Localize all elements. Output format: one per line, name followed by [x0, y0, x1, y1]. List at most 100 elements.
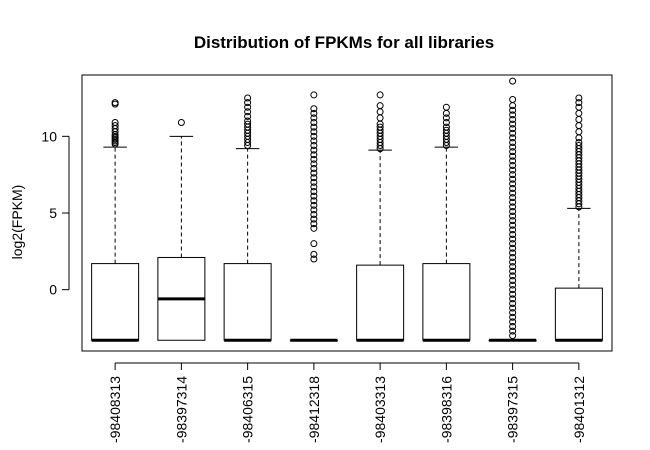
outlier-point — [509, 96, 517, 104]
box-body — [356, 264, 405, 341]
outlier-point — [575, 122, 583, 130]
outlier-point — [575, 115, 583, 123]
outlier-point — [509, 148, 517, 156]
outlier-point — [509, 152, 517, 160]
x-tick-label: -98406315 — [240, 376, 256, 443]
outlier-point — [575, 134, 583, 142]
outlier-point — [177, 119, 185, 127]
outlier-point — [509, 207, 517, 215]
outlier-point — [509, 240, 517, 248]
plot-frame — [81, 74, 613, 352]
x-tick-label: -98397314 — [173, 376, 189, 443]
outlier-point — [244, 94, 252, 102]
outlier-point — [310, 183, 318, 191]
outlier-point — [111, 99, 119, 107]
outlier-point — [509, 106, 517, 114]
outlier-point — [509, 304, 517, 312]
y-axis: 0 5 10 — [41, 128, 70, 298]
box-1 — [91, 99, 140, 342]
outlier-point — [509, 253, 517, 261]
outlier-point — [509, 180, 517, 188]
outlier-point — [509, 322, 517, 330]
outlier-point — [509, 129, 517, 137]
outlier-point — [509, 290, 517, 298]
x-tick-label: -98412318 — [306, 376, 322, 443]
outlier-point — [509, 115, 517, 123]
box-4 — [289, 91, 338, 342]
outlier-point — [310, 128, 318, 136]
outlier-point — [310, 119, 318, 127]
outlier-point — [509, 263, 517, 271]
outlier-point — [509, 332, 517, 340]
box-body — [91, 263, 140, 341]
outlier-point — [111, 122, 119, 130]
box-body — [554, 287, 603, 341]
outlier-point — [442, 114, 450, 122]
outlier-point — [575, 103, 583, 111]
outlier-point — [442, 103, 450, 111]
outlier-point — [509, 171, 517, 179]
box-5 — [356, 91, 405, 342]
outlier-point — [310, 132, 318, 140]
outlier-point — [310, 178, 318, 186]
outlier-point — [376, 102, 384, 110]
x-tick-label: -98408313 — [107, 376, 123, 443]
box-8 — [554, 94, 603, 342]
y-tick-label: 0 — [49, 282, 57, 298]
outlier-point — [509, 295, 517, 303]
outlier-point — [310, 137, 318, 145]
outlier-point — [310, 224, 318, 232]
y-tick-label: 10 — [41, 128, 57, 144]
outlier-point — [442, 126, 450, 134]
outlier-point — [509, 134, 517, 142]
x-tick-label: -98398316 — [438, 376, 454, 443]
outlier-point — [244, 108, 252, 116]
outlier-point — [509, 161, 517, 169]
outlier-point — [310, 91, 318, 99]
outlier-point — [509, 198, 517, 206]
outlier-point — [244, 117, 252, 125]
outlier-point — [310, 220, 318, 228]
outlier-point — [509, 226, 517, 234]
box-body — [422, 263, 471, 341]
outlier-point — [509, 203, 517, 211]
outlier-point — [509, 143, 517, 151]
outlier-point — [310, 165, 318, 173]
outlier-point — [575, 109, 583, 117]
outlier-point — [509, 184, 517, 192]
outlier-point — [509, 327, 517, 335]
outlier-point — [310, 211, 318, 219]
outlier-point — [310, 206, 318, 214]
outlier-point — [244, 112, 252, 120]
box-body — [223, 263, 272, 341]
outlier-point — [509, 318, 517, 326]
outlier-point — [310, 155, 318, 163]
outlier-point — [509, 313, 517, 321]
outlier-point — [310, 188, 318, 196]
outlier-point — [310, 192, 318, 200]
outlier-point — [442, 119, 450, 127]
outlier-point — [509, 309, 517, 317]
outlier-point — [509, 212, 517, 220]
outlier-point — [442, 123, 450, 131]
y-axis-label: log2(FPKM) — [9, 185, 25, 260]
outlier-point — [509, 281, 517, 289]
x-tick-label: -98401312 — [571, 376, 587, 443]
outlier-point — [310, 201, 318, 209]
outlier-point — [310, 105, 318, 113]
outlier-point — [509, 221, 517, 229]
outlier-point — [575, 99, 583, 107]
outlier-point — [310, 197, 318, 205]
outlier-point — [310, 250, 318, 258]
chart-title: Distribution of FPKMs for all libraries — [194, 33, 494, 52]
outlier-point — [509, 258, 517, 266]
outlier-point — [509, 175, 517, 183]
outlier-point — [376, 114, 384, 122]
box-2 — [157, 119, 206, 341]
outlier-point — [310, 151, 318, 159]
outlier-point — [310, 215, 318, 223]
box-6 — [422, 103, 471, 342]
box-7 — [488, 77, 537, 342]
outlier-point — [310, 146, 318, 154]
outlier-point — [244, 120, 252, 128]
